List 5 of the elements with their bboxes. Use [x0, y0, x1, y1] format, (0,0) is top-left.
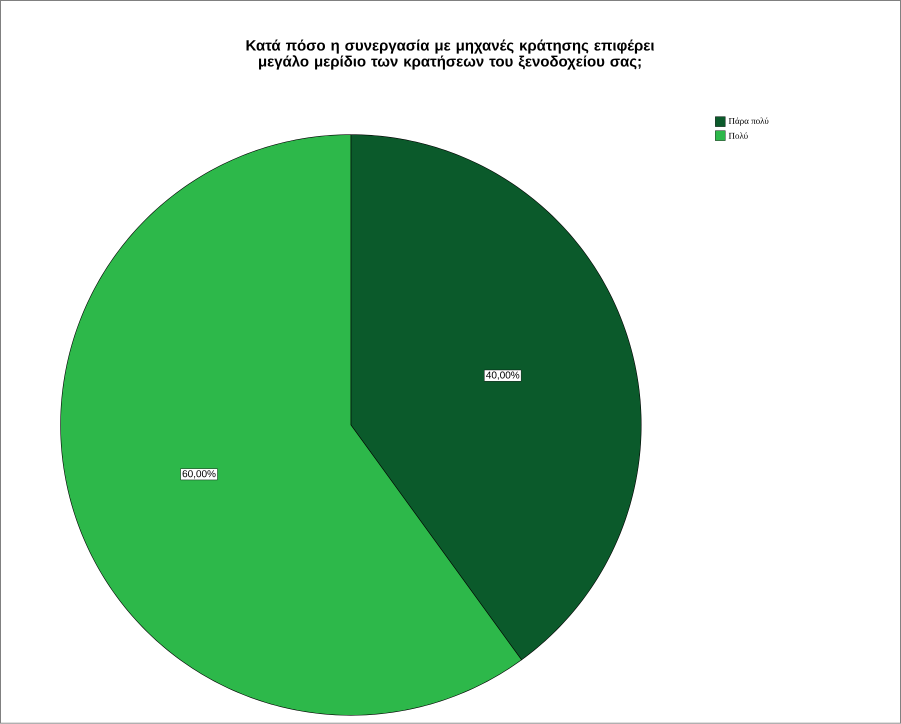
- data-label: 40,00%: [486, 372, 520, 380]
- legend-label: Πολύ: [728, 132, 748, 139]
- data-label: 60,00%: [182, 470, 216, 479]
- legend-label: Πάρα πολύ: [728, 118, 768, 126]
- chart-title: Κατά πόσο η συνεργασία με μηχανές κράτησης επιφέρει μεγάλο μερίδιο των κρατήσεων του ξενοδοχείου σας;: [246, 40, 654, 70]
